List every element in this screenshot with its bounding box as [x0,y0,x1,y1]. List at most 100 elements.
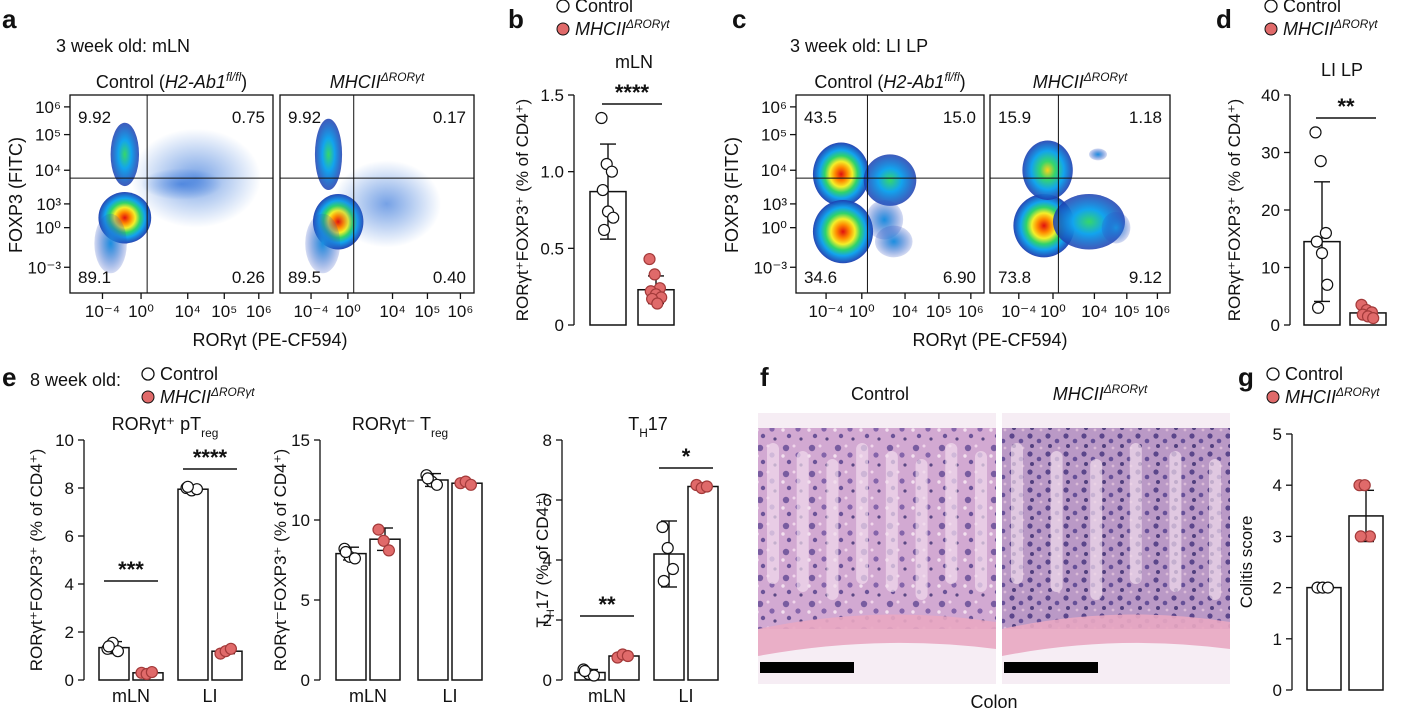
y-tick-label: 0 [555,316,564,335]
data-point-d-control [1315,247,1329,260]
crypt [1129,443,1142,584]
quadrant-bl: 73.8 [998,268,1031,287]
flow-frame [989,94,1171,294]
y-tick-label: 2 [65,623,74,642]
category-label: LI [442,686,457,706]
crypt [826,459,839,600]
y-tick-label: 10 [1261,259,1280,278]
panel-d-title: LI LP [1321,60,1363,80]
data-point-b-mhcii [648,268,661,281]
data-point-e2-control [348,552,361,565]
panel-f-xlabel: Colon [970,692,1017,710]
data-point-e1-control [102,640,115,653]
y-tick-label: 3 [1273,527,1282,546]
quadrant-tl: 9.92 [78,108,111,127]
legend-control-label: Control [160,364,218,384]
flow-x-tick-label: 10⁶ [1144,302,1170,321]
crypt [1169,451,1182,592]
data-point-d-control [1309,126,1322,139]
flow-x-tick-label: 10⁻⁴ [808,302,843,321]
bar-b-control [589,190,627,326]
panel-letter-e: e [2,362,16,392]
y-tick-label: 20 [1261,201,1280,220]
flow-x-tick-label: 10⁶ [958,302,984,321]
data-point-d-control [1311,301,1325,314]
quadrant-tl: 43.5 [804,108,837,127]
significance-label-e1-li: **** [193,445,228,470]
bar-e2-control [417,479,449,681]
data-point-e2-mhcii [377,534,390,547]
y-tick-label: 4 [1273,476,1282,495]
density-cluster [314,118,343,191]
panel-letter-c: c [732,4,746,34]
crypt [767,443,779,584]
quadrant-tl: 15.9 [998,108,1031,127]
data-point-e2-control [339,545,352,559]
legend-mhcii-label: MHCIIΔRORγt [1283,17,1378,39]
panel-d-ylabel: RORγt⁺FOXP3⁺ (% of CD4⁺) [1225,99,1244,321]
bar-e2-control [335,552,367,681]
density-cluster [874,225,913,258]
data-point-e3-control [666,562,680,576]
panel-g-ylabel: Colitis score [1237,516,1256,609]
legend-mhcii-marker [1264,22,1278,36]
flow-x-tick-label: 10⁵ [926,302,952,321]
flow-y-tick-label: 10⁴ [35,161,61,180]
quadrant-br: 9.12 [1129,268,1162,287]
flow-y-tick-label: 10⁻³ [27,258,61,277]
flow-x-tick-label: 10⁻⁴ [1001,302,1036,321]
flow-x-tick-label: 10⁰ [128,302,154,321]
panel-letter-g: g [1238,362,1254,392]
flow-x-tick-label: 10⁶ [246,302,272,321]
bar-e1-control [177,488,209,681]
data-point-g-control [1321,581,1335,594]
flow-x-tick-label: 10⁴ [379,302,405,321]
panel-c-header: 3 week old: LI LP [790,36,928,56]
data-point-d-control [1314,155,1327,168]
flow-x-tick-label: 10⁰ [849,302,875,321]
quadrant-tr: 0.75 [232,108,265,127]
density-cluster [812,199,874,264]
crypt [1011,443,1023,584]
panel-letter-d: d [1216,4,1232,34]
crypt [885,451,898,592]
flow-plot-c-0: 43.5 15.0 34.6 6.90 [795,94,985,294]
y-tick-label: 0 [1273,681,1282,700]
crypt [975,451,987,592]
flow-x-tick-label: 10⁵ [414,302,440,321]
flow-y-tick-label: 10⁰ [35,219,61,238]
y-tick-label: 1 [1273,630,1282,649]
density-cluster [863,154,917,206]
legend-control-label: Control [1285,364,1343,384]
data-point-e3-mhcii [621,649,635,663]
panel-a-plot-title: Control (H2-Ab1fl/fl) [96,70,247,92]
quadrant-tr: 15.0 [943,108,976,127]
significance-label-d: ** [1337,94,1355,119]
legend-control-marker [1264,0,1278,13]
y-tick-label: 0 [543,671,552,690]
significance-label-e1-mln: *** [118,557,144,582]
flow-y-tick-label: 10⁰ [761,219,787,238]
data-point-d-control [1321,278,1334,291]
crypt [1050,451,1063,592]
flow-y-tick-label: 10³ [762,195,787,214]
panel-a-ylabel: FOXP3 (FITC) [6,137,26,253]
crypt [945,443,958,584]
flow-x-tick-label: 10⁶ [447,302,473,321]
panel-e3-ylabel: TH17 (% of CD4⁺) [533,492,557,627]
flow-x-tick-label: 10⁴ [1081,302,1107,321]
panel-letter-f: f [760,362,769,392]
quadrant-tl: 9.92 [288,108,321,127]
data-point-d-control [1319,226,1333,240]
quadrant-br: 0.40 [433,268,466,287]
y-tick-label: 0 [1271,316,1280,335]
quadrant-br: 6.90 [943,268,976,287]
significance-label-e3-mln: ** [598,592,616,617]
data-point-e2-mhcii [372,523,385,536]
panel-letter-a: a [2,4,17,34]
data-point-e3-control [656,520,669,534]
bar-e3-mhcii [687,485,719,681]
flow-y-tick-label: 10³ [36,195,61,214]
crypt [1090,459,1103,600]
data-point-e2-mhcii [382,544,395,557]
